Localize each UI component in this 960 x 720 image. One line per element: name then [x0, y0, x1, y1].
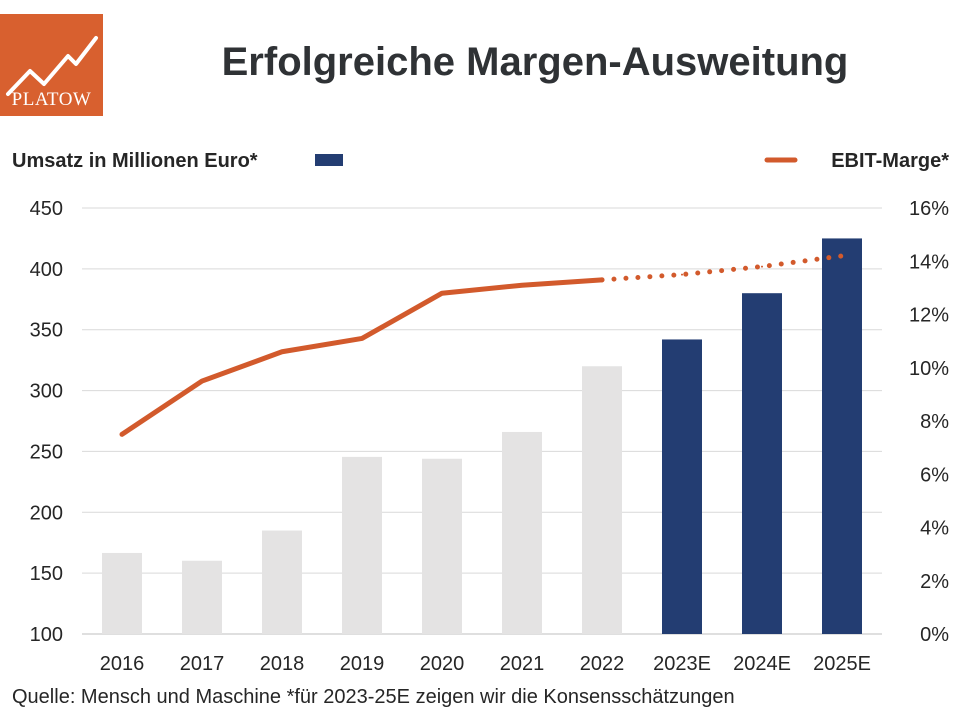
bar — [342, 456, 382, 634]
ebit-point — [681, 273, 683, 276]
y-left-tick-label: 350 — [30, 320, 63, 342]
y-left-tick-label: 100 — [30, 624, 63, 646]
x-tick-label: 2022 — [580, 653, 625, 675]
ebit-point — [841, 254, 843, 257]
ebit-point — [121, 433, 123, 436]
y-left-tick-label: 300 — [30, 381, 63, 403]
bar — [102, 552, 142, 634]
bar — [662, 339, 702, 634]
ebit-point — [521, 284, 523, 287]
y-left-tick-label: 200 — [30, 502, 63, 524]
x-tick-label: 2023E — [653, 653, 711, 675]
ebit-point — [761, 265, 763, 268]
x-tick-label: 2025E — [813, 653, 871, 675]
y-right-tick-label: 6% — [920, 464, 949, 486]
bar — [502, 431, 542, 634]
bar — [822, 238, 862, 634]
y-left-tick-label: 150 — [30, 563, 63, 585]
y-right-tick-label: 14% — [909, 251, 949, 273]
page-title: Erfolgreiche Margen-Ausweitung — [221, 40, 849, 84]
bar — [582, 366, 622, 634]
x-tick-label: 2016 — [100, 653, 145, 675]
legend-label-ebit: EBIT-Marge* — [831, 150, 949, 172]
y-right-tick-label: 16% — [909, 198, 949, 220]
x-tick-label: 2019 — [340, 653, 385, 675]
ebit-line-actual — [119, 277, 605, 437]
bar — [742, 293, 782, 634]
bar — [422, 458, 462, 634]
chart-arrow-icon — [6, 36, 98, 96]
ebit-point — [201, 380, 203, 383]
y-right-tick-label: 12% — [909, 305, 949, 327]
x-tick-label: 2020 — [420, 653, 465, 675]
legend-label-umsatz: Umsatz in Millionen Euro* — [12, 150, 258, 172]
x-tick-label: 2017 — [180, 653, 225, 675]
ebit-point — [441, 292, 443, 295]
y-right-tick-label: 10% — [909, 358, 949, 380]
y-left-tick-label: 400 — [30, 259, 63, 281]
bar — [182, 560, 222, 634]
source-note: Quelle: Mensch und Maschine *für 2023-25… — [12, 686, 735, 708]
bar — [262, 530, 302, 634]
y-right-tick-label: 4% — [920, 518, 949, 540]
ebit-point — [361, 337, 363, 340]
platow-logo: PLATOW — [0, 14, 103, 116]
y-right-tick-label: 8% — [920, 411, 949, 433]
x-tick-label: 2018 — [260, 653, 305, 675]
y-right-tick-label: 2% — [920, 571, 949, 593]
x-tick-label: 2024E — [733, 653, 791, 675]
ebit-point — [281, 350, 283, 353]
logo-text: PLATOW — [11, 89, 92, 110]
ebit-line-estimate — [599, 253, 845, 283]
x-tick-label: 2021 — [500, 653, 545, 675]
y-left-tick-label: 450 — [30, 198, 63, 220]
y-left-tick-label: 250 — [30, 441, 63, 463]
legend-swatch-umsatz — [315, 154, 343, 166]
ebit-point — [601, 278, 603, 281]
y-right-tick-label: 0% — [920, 624, 949, 646]
